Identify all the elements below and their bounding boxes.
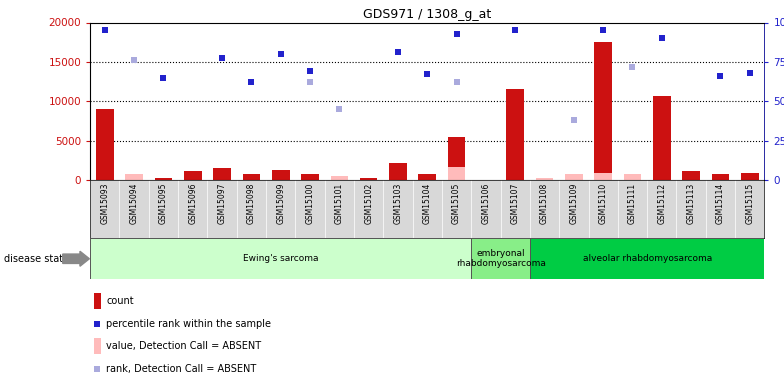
Bar — [594, 173, 612, 180]
Bar — [624, 178, 641, 180]
Bar — [741, 173, 759, 180]
Text: GSM15110: GSM15110 — [599, 183, 608, 224]
Bar — [565, 174, 583, 180]
Text: GSM15111: GSM15111 — [628, 183, 637, 224]
Text: GSM15105: GSM15105 — [452, 183, 461, 224]
Text: GSM15098: GSM15098 — [247, 183, 256, 224]
Point — [128, 57, 140, 63]
Point — [597, 27, 609, 33]
Point — [450, 32, 463, 38]
Bar — [213, 168, 230, 180]
Bar — [331, 178, 348, 180]
Bar — [448, 166, 466, 180]
Title: GDS971 / 1308_g_at: GDS971 / 1308_g_at — [363, 8, 492, 21]
Text: GSM15094: GSM15094 — [129, 183, 139, 224]
Bar — [184, 171, 201, 180]
Point — [157, 75, 169, 81]
Point — [333, 106, 346, 112]
Text: GSM15100: GSM15100 — [306, 183, 314, 224]
Text: rank, Detection Call = ABSENT: rank, Detection Call = ABSENT — [107, 364, 256, 374]
Bar — [448, 137, 466, 180]
Bar — [272, 170, 289, 180]
Bar — [154, 178, 172, 180]
Bar — [360, 178, 377, 180]
Text: GSM15102: GSM15102 — [364, 183, 373, 224]
Bar — [682, 171, 700, 180]
Text: percentile rank within the sample: percentile rank within the sample — [107, 319, 271, 329]
Point — [509, 27, 521, 33]
Bar — [96, 109, 114, 180]
Text: Ewing's sarcoma: Ewing's sarcoma — [243, 254, 318, 263]
Point — [303, 79, 316, 85]
Text: disease state: disease state — [4, 254, 69, 264]
Text: GSM15093: GSM15093 — [100, 183, 109, 224]
Point — [714, 73, 727, 79]
Point — [421, 70, 434, 77]
Bar — [331, 176, 348, 180]
Point — [450, 79, 463, 85]
Bar — [125, 174, 143, 180]
Text: GSM15115: GSM15115 — [746, 183, 754, 224]
Bar — [471, 238, 530, 279]
Bar — [624, 174, 641, 180]
Point — [568, 117, 580, 123]
Text: alveolar rhabdomyosarcoma: alveolar rhabdomyosarcoma — [583, 254, 712, 263]
Point — [91, 321, 103, 327]
Bar — [565, 178, 583, 180]
Text: GSM15107: GSM15107 — [510, 183, 520, 224]
Text: GSM15101: GSM15101 — [335, 183, 344, 224]
Text: embryonal
rhabdomyosarcoma: embryonal rhabdomyosarcoma — [456, 249, 546, 268]
Bar — [242, 174, 260, 180]
Text: GSM15112: GSM15112 — [657, 183, 666, 224]
Text: GSM15095: GSM15095 — [159, 183, 168, 224]
Bar — [93, 293, 101, 309]
Point — [91, 366, 103, 372]
Bar — [535, 178, 554, 180]
Point — [303, 68, 316, 74]
Point — [392, 50, 405, 55]
Text: GSM15096: GSM15096 — [188, 183, 198, 224]
Bar — [653, 96, 670, 180]
Bar — [90, 238, 471, 279]
Bar — [506, 90, 524, 180]
Bar — [535, 178, 554, 180]
Bar — [93, 338, 101, 354]
Point — [99, 27, 111, 33]
Text: count: count — [107, 296, 134, 306]
Point — [245, 79, 258, 85]
Text: GSM15099: GSM15099 — [276, 183, 285, 224]
Text: GSM15108: GSM15108 — [540, 183, 549, 224]
Text: GSM15109: GSM15109 — [569, 183, 579, 224]
Bar — [301, 174, 319, 180]
Bar — [389, 163, 407, 180]
Text: GSM15114: GSM15114 — [716, 183, 725, 224]
Text: GSM15103: GSM15103 — [394, 183, 402, 224]
Text: GSM15104: GSM15104 — [423, 183, 432, 224]
Point — [743, 70, 756, 76]
Text: GSM15113: GSM15113 — [687, 183, 695, 224]
Point — [216, 55, 228, 61]
Text: value, Detection Call = ABSENT: value, Detection Call = ABSENT — [107, 341, 262, 351]
Point — [655, 35, 668, 41]
Bar — [712, 174, 729, 180]
Point — [626, 64, 639, 70]
Bar — [419, 174, 436, 180]
Text: GSM15097: GSM15097 — [218, 183, 227, 224]
Text: GSM15106: GSM15106 — [481, 183, 491, 224]
Bar — [594, 42, 612, 180]
Point — [274, 51, 287, 57]
Bar — [530, 238, 764, 279]
